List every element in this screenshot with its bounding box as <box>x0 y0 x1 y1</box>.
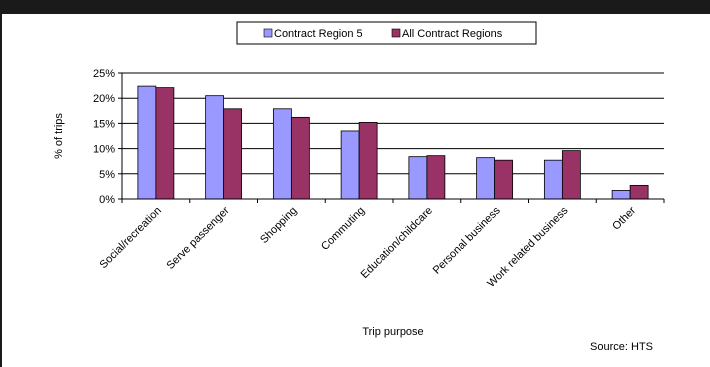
bar-contract-region-5-5 <box>476 157 496 200</box>
x-tick-label: Social/recreation <box>98 205 164 271</box>
x-axis-ticks: Social/recreation Serve passenger Shopping… <box>98 199 665 290</box>
y-tick-label: 15% <box>93 118 115 130</box>
bar-contract-region-5-3 <box>340 130 360 200</box>
x-tick-label: Commuting <box>319 205 367 253</box>
bar-contract-region-5-1 <box>205 95 225 200</box>
x-tick-label: Other <box>610 204 638 232</box>
legend-label-series-1: All Contract Regions <box>402 28 503 40</box>
y-tick-label: 0% <box>99 194 115 206</box>
y-tick-label: 5% <box>99 169 115 181</box>
legend-box <box>236 21 537 45</box>
y-tick-label: 10% <box>93 144 115 156</box>
bar-contract-region-5-7 <box>611 190 631 200</box>
legend-swatch-series-1 <box>391 28 401 38</box>
bar-all-contract-regions-0 <box>155 87 175 200</box>
x-tick-label: Serve passenger <box>164 204 232 272</box>
x-tick-label: Education/childcare <box>359 205 435 281</box>
bar-all-contract-regions-5 <box>494 159 514 200</box>
y-axis-ticks: 0% 5% 10% 15% 20% 25% <box>93 68 122 206</box>
x-axis-title: Trip purpose <box>362 326 423 338</box>
bar-all-contract-regions-7 <box>629 184 649 200</box>
bar-all-contract-regions-4 <box>426 155 446 200</box>
bar-all-contract-regions-6 <box>561 150 581 200</box>
gridlines <box>122 72 664 175</box>
bar-all-contract-regions-3 <box>358 121 378 200</box>
title-banner <box>0 0 710 14</box>
source-note: Source: HTS <box>590 341 653 353</box>
legend-swatch-series-0 <box>263 28 273 38</box>
bar-contract-region-5-0 <box>137 85 157 200</box>
y-axis-title: % of trips <box>53 113 65 159</box>
bars <box>137 85 649 200</box>
bar-contract-region-5-2 <box>272 108 292 200</box>
bar-all-contract-regions-1 <box>223 108 243 200</box>
x-tick-label: Shopping <box>258 205 299 246</box>
y-tick-label: 25% <box>93 68 115 80</box>
left-border <box>0 0 2 367</box>
bar-contract-region-5-4 <box>408 156 428 200</box>
legend-label-series-0: Contract Region 5 <box>274 28 363 40</box>
y-tick-label: 20% <box>93 93 115 105</box>
bar-all-contract-regions-2 <box>290 116 310 200</box>
x-tick-label: Personal business <box>431 204 503 276</box>
legend: Contract Region 5 All Contract Regions <box>236 21 537 45</box>
bar-contract-region-5-6 <box>543 159 563 200</box>
